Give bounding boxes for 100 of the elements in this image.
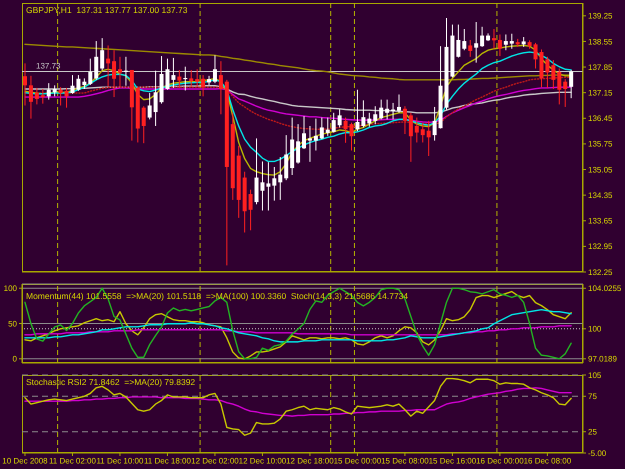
y-tick-label: 50 bbox=[8, 319, 18, 328]
candlestick bbox=[70, 74, 74, 94]
candlestick bbox=[504, 34, 508, 51]
candlestick bbox=[350, 122, 354, 151]
candlestick bbox=[201, 74, 206, 97]
candlestick bbox=[124, 56, 128, 86]
candlestick bbox=[355, 89, 360, 132]
line-series bbox=[24, 387, 572, 417]
candlestick bbox=[28, 75, 33, 120]
candlestick bbox=[148, 92, 152, 120]
y-tick-label: 132.95 bbox=[588, 242, 614, 252]
candlestick bbox=[171, 57, 176, 88]
candlestick bbox=[456, 24, 460, 58]
candlestick bbox=[426, 120, 431, 156]
x-tick-label: 10 Dec 2008 bbox=[2, 456, 48, 466]
candlestick bbox=[302, 116, 306, 150]
candlestick bbox=[195, 68, 200, 88]
y-tick-label: 137.15 bbox=[588, 88, 614, 98]
candlestick bbox=[106, 44, 110, 87]
candlestick bbox=[367, 112, 372, 128]
y2-tick-label: 97.0189 bbox=[588, 354, 618, 364]
candlestick bbox=[189, 69, 194, 88]
y-tick-label: 136.45 bbox=[588, 114, 614, 124]
y2-tick-label: 104.0255 bbox=[588, 284, 622, 294]
candlestick bbox=[492, 28, 496, 50]
candlestick bbox=[207, 75, 212, 86]
candlestick bbox=[391, 102, 396, 120]
x-tick-label: 11 Dec 10:00 bbox=[96, 456, 144, 466]
y-tick-label: 0 bbox=[12, 354, 18, 364]
y-tick-label: 134.35 bbox=[588, 190, 614, 200]
y-tick-label: 75 bbox=[588, 392, 598, 402]
candlestick bbox=[408, 112, 413, 162]
ref-line-label: 137.73 bbox=[36, 61, 62, 70]
candlestick bbox=[165, 58, 170, 90]
x-tick-label: 15 Dec 00:00 bbox=[334, 456, 382, 466]
candlestick bbox=[432, 106, 437, 142]
candlestick bbox=[260, 160, 264, 212]
candlestick bbox=[40, 88, 45, 104]
candlestick bbox=[510, 33, 514, 50]
candlestick bbox=[474, 22, 478, 64]
y-tick-label: 135.05 bbox=[588, 165, 614, 174]
y-tick-label: 139.25 bbox=[588, 12, 614, 21]
y-tick-label: 105 bbox=[588, 370, 602, 380]
x-tick-label: 15 Dec 16:00 bbox=[428, 456, 477, 466]
candlestick bbox=[522, 36, 526, 48]
y-tick-label: 137.85 bbox=[588, 62, 614, 72]
candlestick bbox=[498, 34, 502, 57]
candlestick bbox=[462, 28, 466, 51]
candlestick bbox=[248, 189, 253, 231]
candlestick bbox=[100, 38, 104, 71]
candlestick bbox=[468, 39, 472, 58]
candlestick bbox=[177, 69, 182, 88]
candlestick bbox=[361, 100, 366, 128]
candlestick bbox=[76, 74, 80, 92]
chart-title: Stochastic RSI2 71.8462 =>MA(20) 79.8392 bbox=[26, 377, 196, 387]
y-tick-label: 100 bbox=[4, 284, 18, 294]
candlestick bbox=[23, 62, 27, 106]
candlestick bbox=[46, 82, 51, 100]
candlestick bbox=[320, 117, 324, 140]
x-tick-label: 16 Dec 08:00 bbox=[524, 456, 572, 466]
x-tick-label: 16 Dec 00:00 bbox=[476, 456, 524, 466]
line-series bbox=[24, 325, 572, 336]
x-tick-label: 12 Dec 02:00 bbox=[191, 456, 240, 466]
candlestick bbox=[397, 94, 401, 114]
x-tick-label: 15 Dec 08:00 bbox=[381, 456, 430, 466]
candlestick bbox=[266, 162, 270, 212]
candlestick bbox=[402, 106, 407, 135]
candlestick bbox=[112, 50, 116, 98]
candlestick bbox=[82, 78, 86, 90]
candlestick bbox=[296, 124, 300, 164]
candlestick bbox=[272, 166, 276, 202]
candlestick bbox=[534, 42, 538, 70]
y-tick-label: 138.55 bbox=[588, 37, 614, 46]
line-series bbox=[24, 378, 572, 436]
candlestick bbox=[545, 56, 550, 88]
chart-title: GBPJPY,H1 137.31 137.77 137.00 137.73 bbox=[26, 5, 188, 15]
x-tick-label: 11 Dec 18:00 bbox=[144, 456, 192, 466]
line-series bbox=[24, 308, 572, 343]
candlestick bbox=[154, 70, 158, 126]
candlestick bbox=[218, 60, 223, 115]
candlestick bbox=[569, 69, 574, 99]
x-tick-label: 12 Dec 10:00 bbox=[238, 456, 287, 466]
y-tick-label: 25 bbox=[588, 428, 598, 437]
candlestick bbox=[34, 87, 39, 105]
y-tick-label: -5.00 bbox=[588, 448, 607, 458]
candlestick bbox=[212, 54, 217, 84]
candlestick bbox=[314, 118, 318, 151]
candlestick bbox=[308, 125, 312, 162]
x-tick-label: 12 Dec 18:00 bbox=[286, 456, 334, 466]
candlestick bbox=[64, 87, 69, 108]
candlestick bbox=[344, 117, 348, 144]
y-tick-label: 135.75 bbox=[588, 140, 614, 149]
candlestick bbox=[52, 84, 57, 97]
candlestick bbox=[551, 60, 556, 90]
y-tick-label: 132.25 bbox=[588, 268, 614, 277]
candlestick bbox=[480, 26, 484, 48]
x-tick-label: 11 Dec 02:00 bbox=[48, 456, 97, 466]
candlestick bbox=[338, 109, 342, 128]
candlestick bbox=[385, 99, 390, 120]
candlestick bbox=[58, 86, 63, 106]
